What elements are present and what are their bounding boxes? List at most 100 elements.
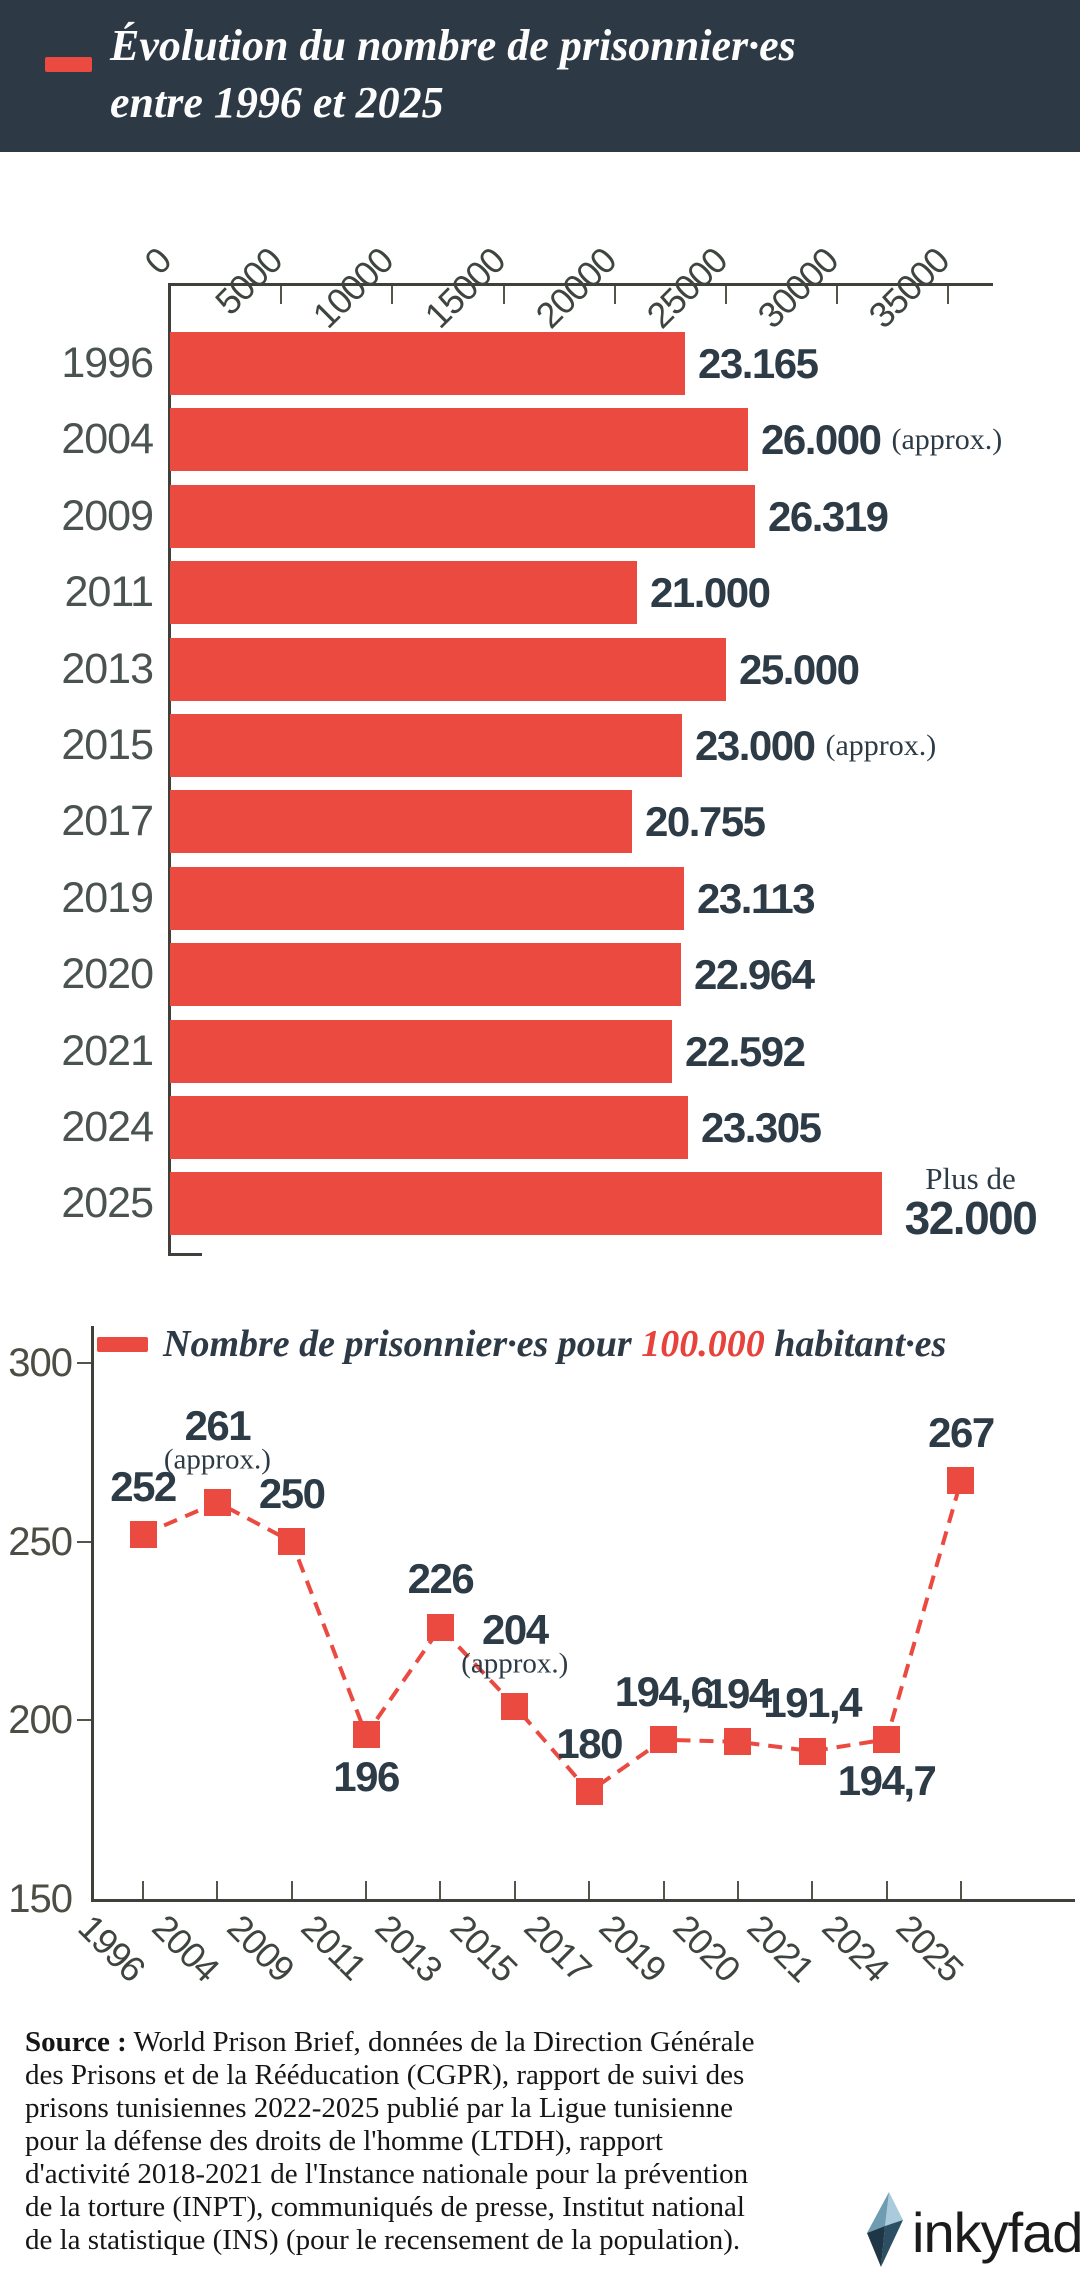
line-y-tick — [77, 1362, 91, 1364]
legend-suffix: habitant·es — [764, 1323, 947, 1365]
line-x-tick — [811, 1881, 814, 1899]
line-point-sublabel: (approx.) — [163, 1443, 271, 1476]
bar-value-number: 26.000 — [761, 415, 882, 463]
line-x-tick — [662, 1881, 665, 1899]
line-point-sublabel: (approx.) — [461, 1647, 569, 1680]
bar-value-number: 23.113 — [697, 874, 816, 922]
bar-axis-tick-label: 35000 — [860, 239, 958, 336]
line-point-marker — [873, 1725, 901, 1753]
bar-axis-tick-label: 0 — [136, 239, 179, 283]
line-x-tick-label: 2025 — [888, 1906, 972, 1990]
line-point-marker — [650, 1726, 678, 1754]
source-line: des Prisons et de la Rééducation (CGPR),… — [25, 2059, 745, 2091]
line-x-tick-label: 2009 — [219, 1906, 302, 1990]
bar-value-label: 21.000 — [650, 561, 771, 624]
line-x-tick-label: 2020 — [665, 1906, 749, 1990]
source-label: Source : — [25, 2026, 127, 2058]
line-x-tick — [142, 1881, 144, 1899]
bar-x-axis-line — [168, 283, 993, 286]
chart-title: Évolution du nombre de prisonnier·es ent… — [110, 17, 1060, 131]
bar-value-number: 26.319 — [768, 492, 889, 540]
line-x-tick-label: 2011 — [293, 1906, 375, 1988]
legend-highlight: 100.000 — [641, 1323, 765, 1365]
line-y-tick-label: 200 — [8, 1698, 73, 1743]
bar-year-label: 2025 — [61, 1179, 154, 1227]
bar-value-label: 22.964 — [694, 943, 815, 1006]
bar-year-label: 2013 — [61, 645, 154, 693]
bar-year-label: 2015 — [61, 721, 154, 769]
line-x-axis-line — [91, 1899, 1075, 1902]
inkyfada-logo-icon — [867, 2192, 903, 2267]
bar-2021 — [170, 1020, 672, 1083]
bar-value-number: 23.305 — [701, 1103, 822, 1151]
bar-value-label: 20.755 — [645, 790, 766, 853]
bar-value-number: 22.964 — [694, 950, 815, 998]
line-point-label: 204 — [482, 1606, 549, 1654]
line-x-tick — [365, 1881, 368, 1899]
bar-year-label: 2004 — [61, 415, 154, 463]
bar-axis-tick — [391, 286, 394, 304]
source-line: d'activité 2018-2021 de l'Instance natio… — [25, 2158, 749, 2190]
legend-label: Nombre de prisonnier·es pour 100.000 hab… — [163, 1322, 946, 1366]
bar-2009 — [170, 485, 755, 548]
bar-axis-tick — [280, 286, 283, 304]
bar-axis-tick — [947, 286, 950, 304]
bar-value-number: 23.165 — [698, 339, 819, 387]
line-x-tick-label: 2019 — [590, 1906, 674, 1990]
bar-axis-tick — [725, 286, 727, 304]
bar-value-label: 25.000 — [739, 638, 860, 701]
bar-value-prefix: Plus de — [925, 1161, 1016, 1196]
line-point-marker — [798, 1737, 826, 1765]
bar-value-number: 22.592 — [685, 1027, 806, 1075]
line-point-label: 226 — [407, 1555, 475, 1603]
line-point-label: 196 — [333, 1752, 400, 1800]
line-point-label: 261 — [184, 1402, 252, 1450]
line-x-tick — [513, 1881, 516, 1899]
line-point-label: 252 — [110, 1462, 177, 1510]
bar-value-label: 23.000 (approx.) — [695, 714, 936, 777]
line-x-tick-label: 2004 — [144, 1906, 228, 1990]
line-y-tick-label: 300 — [8, 1341, 73, 1385]
bar-axis-tick — [502, 286, 505, 304]
bar-value-label: 23.305 — [701, 1096, 822, 1159]
bar-1996 — [170, 332, 685, 395]
header-banner — [0, 0, 1080, 152]
bar-value-label: 22.592 — [685, 1020, 806, 1083]
bar-value-approx: (approx.) — [825, 728, 937, 762]
line-y-tick-label: 150 — [8, 1877, 73, 1922]
line-x-tick-label: 2015 — [442, 1906, 526, 1990]
bar-value-number: 21.000 — [650, 568, 771, 616]
bar-axis-tick — [613, 286, 616, 304]
bar-year-label: 2009 — [61, 492, 154, 540]
bar-value-label: 23.165 — [698, 332, 819, 395]
line-point-label: 194,6 — [614, 1667, 714, 1715]
bar-2004 — [170, 408, 748, 471]
line-x-tick-label: 2021 — [739, 1906, 823, 1990]
source-line: Source : World Prison Brief, données de … — [25, 2026, 755, 2058]
bar-value-label: 23.113 — [697, 867, 816, 930]
line-point-marker — [352, 1721, 380, 1749]
bar-2024 — [170, 1096, 688, 1159]
bar-value-label: 26.319 — [768, 485, 889, 548]
line-point-marker — [278, 1528, 306, 1556]
line-point-label: 267 — [928, 1408, 995, 1456]
bar-axis-tick-label: 25000 — [638, 239, 735, 336]
bar-y-axis-foot — [168, 1253, 202, 1256]
inkyfada-logo-text: inkyfada — [912, 2201, 1080, 2264]
bar-value-approx: (approx.) — [891, 422, 1003, 456]
line-y-tick — [77, 1719, 91, 1722]
chart-title-line2: entre 1996 et 2025 — [110, 78, 444, 127]
line-x-tick — [959, 1881, 962, 1899]
bar-axis-tick-label: 5000 — [207, 239, 290, 323]
bar-value-number: 20.755 — [645, 797, 766, 845]
bar-2013 — [170, 638, 726, 701]
line-point-label: 194 — [705, 1669, 772, 1717]
line-x-tick-label: 2017 — [516, 1906, 600, 1990]
bar-value-number: 32.000 — [904, 1192, 1038, 1244]
line-x-tick — [885, 1881, 888, 1899]
bar-2015 — [170, 714, 682, 777]
bar-y-axis-line — [168, 283, 171, 1256]
source-line: pour la défense des droits de l'homme (L… — [25, 2125, 663, 2157]
bar-2019 — [170, 867, 684, 930]
